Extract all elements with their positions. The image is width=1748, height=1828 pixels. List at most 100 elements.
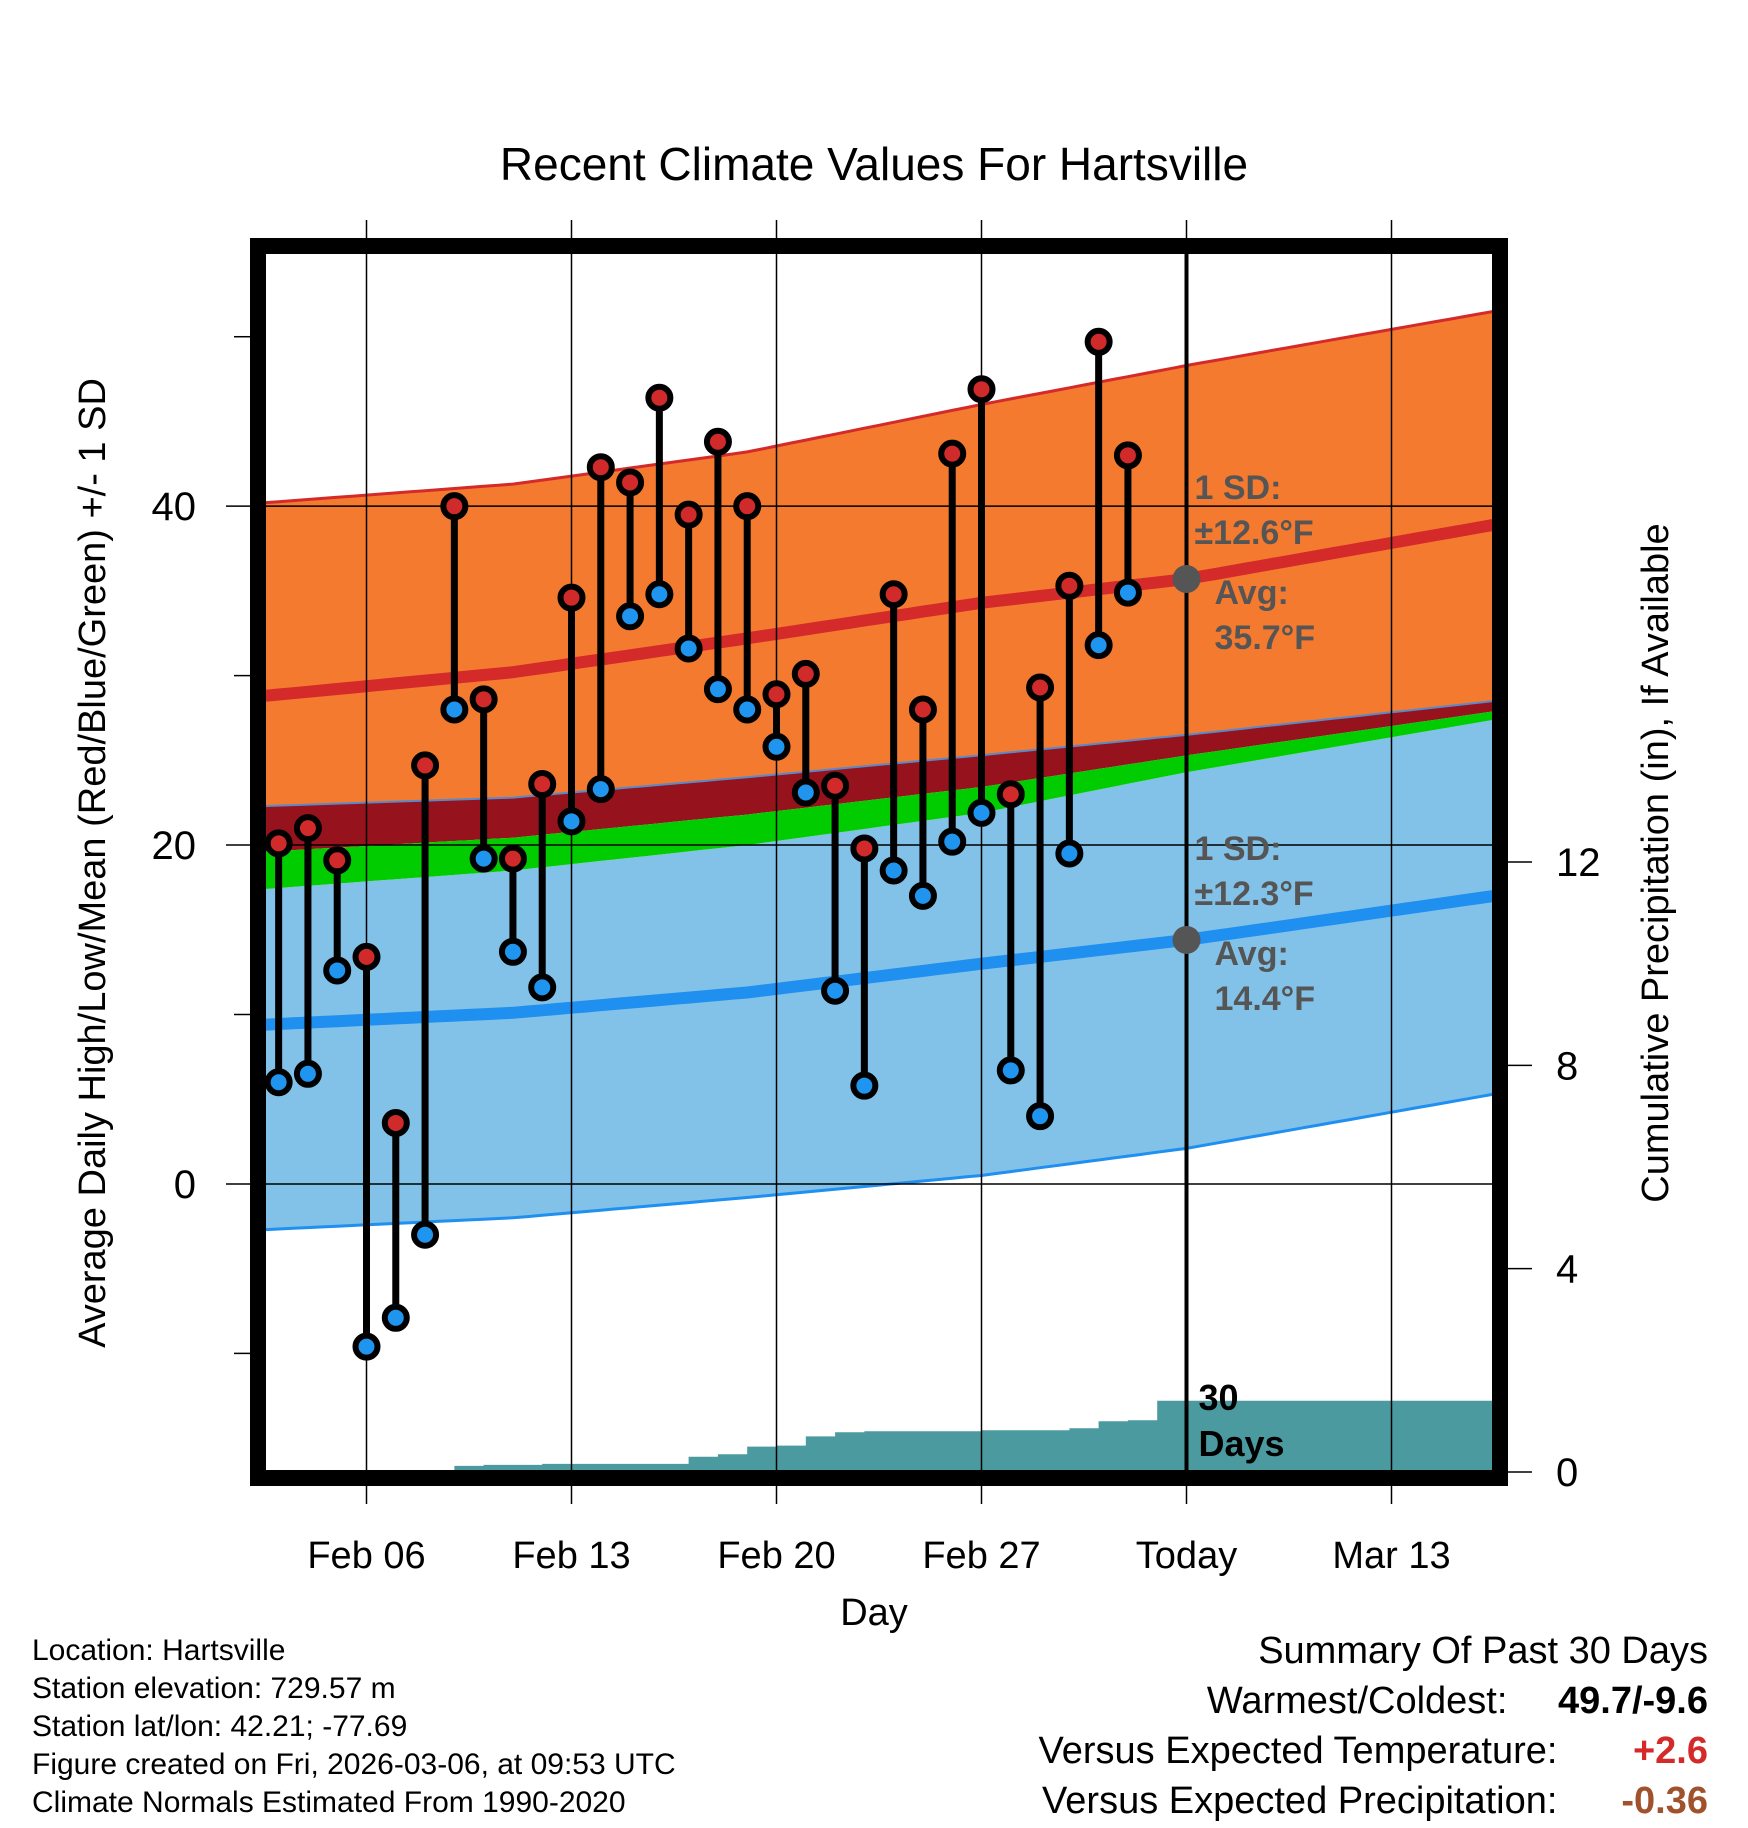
obs-low-dot-15 [703, 675, 732, 704]
obs-high-dot-2 [323, 846, 352, 875]
obs-low-dot-8 [498, 937, 527, 966]
obs-high-dot-19 [821, 771, 850, 800]
low-avg-line [264, 889, 1494, 1031]
obs-low-dot-13 [645, 580, 674, 609]
obs-high-dot-21 [879, 580, 908, 609]
obs-high-dot-24 [967, 375, 996, 404]
obs-low-dot-5 [411, 1220, 440, 1249]
obs-high-dot-18 [791, 659, 820, 688]
high-sd-label-line-1: ±12.6°F [1195, 514, 1314, 552]
precip-area [264, 1400, 1494, 1472]
obs-low-dot-3 [352, 1332, 381, 1361]
obs-high-dot-5 [411, 751, 440, 780]
summary-title: Summary Of Past 30 Days [1258, 1630, 1708, 1672]
high-avg-line [264, 518, 1494, 702]
obs-low-dot-7 [469, 844, 498, 873]
obs-low-dot-0 [264, 1068, 293, 1097]
x-tick-label-4: Today [1136, 1535, 1237, 1577]
obs-high-dot-3 [352, 942, 381, 971]
obs-high-dot-11 [586, 453, 615, 482]
obs-high-dot-8 [498, 844, 527, 873]
y2-tick-label-1: 4 [1556, 1248, 1578, 1292]
obs-low-dot-29 [1113, 578, 1142, 607]
obs-low-dot-6 [440, 695, 469, 724]
obs-high-dot-20 [850, 834, 879, 863]
obs-high-dot-23 [938, 439, 967, 468]
info-latlon: Station lat/lon: 42.21; -77.69 [32, 1710, 408, 1743]
obs-high-dot-13 [645, 383, 674, 412]
obs-high-dot-28 [1084, 327, 1113, 356]
obs-high-dot-29 [1113, 441, 1142, 470]
obs-low-dot-1 [293, 1059, 322, 1088]
low-sd-label: 1 SD: ±12.3°F Avg: 14.4°F [1195, 830, 1316, 1018]
obs-high-dot-1 [293, 814, 322, 843]
obs-low-dot-21 [879, 856, 908, 885]
precip-label-line-0: 30 [1199, 1377, 1239, 1418]
obs-low-dot-11 [586, 775, 615, 804]
y-axis-label: Average Daily High/Low/Mean (Red/Blue/Gr… [72, 378, 114, 1348]
high-upper-line [264, 309, 1494, 505]
obs-high-dot-12 [616, 468, 645, 497]
obs-low-dot-14 [674, 634, 703, 663]
low-sd-label-line-2: Avg: [1215, 935, 1289, 973]
y2-tick-label-2: 8 [1556, 1044, 1578, 1088]
summary-warmest: Warmest/Coldest: 49.7/-9.6 [1207, 1680, 1708, 1723]
info-elevation: Station elevation: 729.57 m [32, 1672, 396, 1705]
obs-high-dot-25 [996, 780, 1025, 809]
low-lower-line [264, 1092, 1494, 1232]
obs-high-dot-10 [557, 583, 586, 612]
summary-temp-label: Versus Expected Temperature: [1038, 1730, 1558, 1772]
y2-axis-label: Cumulative Precipitation (in), If Availa… [1635, 523, 1677, 1202]
x-tick-label-5: Mar 13 [1332, 1535, 1450, 1577]
chart-title: Recent Climate Values For Hartsville [500, 138, 1248, 190]
obs-high-dot-17 [762, 680, 791, 709]
x-tick-label-1: Feb 13 [512, 1535, 630, 1577]
obs-high-dot-27 [1055, 571, 1084, 600]
plot-area [264, 252, 1494, 1472]
low-sd-label-line-1: ±12.3°F [1195, 875, 1314, 913]
y-tick-label-1: 20 [152, 824, 197, 868]
obs-low-dot-16 [733, 695, 762, 724]
summary-warmest-label: Warmest/Coldest: [1206, 1680, 1508, 1722]
precip-label-line-1: Days [1199, 1423, 1285, 1464]
high-sd-label-line-0: 1 SD: [1195, 469, 1282, 507]
obs-low-dot-12 [616, 602, 645, 631]
today-low-avg-marker [1172, 925, 1201, 954]
y2-tick-label-0: 0 [1556, 1451, 1578, 1495]
x-tick-label-0: Feb 06 [307, 1535, 425, 1577]
obs-low-dot-4 [381, 1303, 410, 1332]
high-sd-label-line-3: 35.7°F [1215, 619, 1316, 657]
summary-temp-value: +2.6 [1632, 1730, 1708, 1772]
obs-low-dot-23 [938, 827, 967, 856]
obs-high-dot-22 [908, 695, 937, 724]
station-info: Location: Hartsville Station elevation: … [32, 1632, 676, 1822]
y-tick-label-2: 40 [152, 485, 197, 529]
obs-low-dot-25 [996, 1056, 1025, 1085]
obs-low-dot-27 [1055, 839, 1084, 868]
obs-high-dot-4 [381, 1108, 410, 1137]
obs-high-dot-6 [440, 492, 469, 521]
obs-low-dot-19 [821, 976, 850, 1005]
obs-high-dot-0 [264, 829, 293, 858]
plot-frame [250, 238, 1508, 1486]
info-normals: Climate Normals Estimated From 1990-2020 [32, 1786, 626, 1819]
obs-low-dot-26 [1026, 1102, 1055, 1131]
obs-high-dot-9 [528, 770, 557, 799]
obs-high-dot-14 [674, 500, 703, 529]
summary-warmest-value: 49.7/-9.6 [1558, 1680, 1708, 1722]
summary-precip-value: -0.36 [1621, 1780, 1708, 1822]
obs-low-dot-20 [850, 1071, 879, 1100]
high-sd-label-line-2: Avg: [1215, 574, 1289, 612]
obs-low-dot-18 [791, 778, 820, 807]
plot-overlay: 1 SD: ±12.6°F Avg: 35.7°F 1 SD: ±12.3°F Avg: 14… [264, 327, 1316, 1464]
obs-low-dot-28 [1084, 631, 1113, 660]
low-sd-label-line-0: 1 SD: [1195, 830, 1282, 868]
axes: Feb 06 Feb 13 Feb 20 Feb 27 Today Mar 1302040… [152, 220, 1601, 1577]
summary-precip-label: Versus Expected Precipitation: [1042, 1780, 1558, 1822]
high-sd-label: 1 SD: ±12.6°F Avg: 35.7°F [1195, 469, 1316, 657]
obs-low-dot-2 [323, 956, 352, 985]
info-location: Location: Hartsville [32, 1634, 286, 1667]
summary-precip: Versus Expected Precipitation: -0.36 [1042, 1780, 1708, 1823]
obs-low-dot-9 [528, 973, 557, 1002]
x-tick-label-2: Feb 20 [717, 1535, 835, 1577]
